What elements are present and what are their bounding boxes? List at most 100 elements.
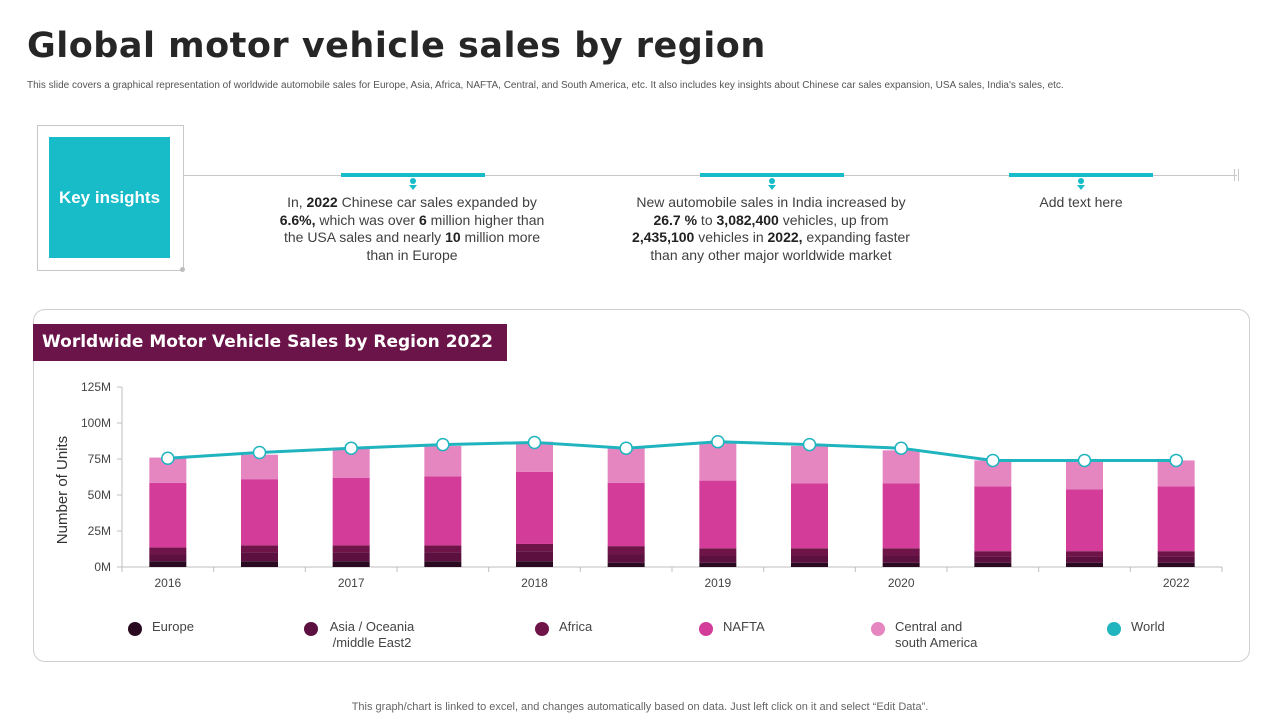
bar-segment-europe: [791, 562, 828, 567]
legend-label: Central and: [895, 619, 962, 634]
y-tick-label: 25M: [88, 524, 111, 538]
bar-segment-nafta: [607, 482, 645, 547]
insight-marker-3: [1009, 173, 1153, 177]
bar-segment-nafta: [332, 477, 370, 546]
world-point: [252, 445, 267, 460]
insight-marker-1: [341, 173, 485, 177]
bar-segment-asia-oceania-middle-east-: [516, 551, 553, 562]
legend-label: Africa: [559, 619, 593, 634]
insight-marker-arrow: [409, 185, 417, 190]
y-tick-label: 100M: [81, 416, 111, 430]
legend-marker: [304, 622, 318, 636]
world-point: [802, 437, 817, 452]
legend-label: south America: [895, 635, 978, 650]
bar-segment-africa: [516, 543, 553, 552]
bar-segment-africa: [607, 546, 645, 555]
x-tick-label: 2018: [521, 576, 548, 590]
bar-segment-asia-oceania-middle-east-: [791, 555, 828, 563]
insight-marker-dot: [769, 178, 775, 184]
bar-segment-africa: [882, 548, 920, 556]
bar-segment-nafta: [974, 486, 1012, 552]
bar-segment-asia-oceania-middle-east-: [424, 552, 462, 562]
x-tick-label: 2016: [154, 576, 181, 590]
y-tick-label: 50M: [88, 488, 111, 502]
timeline-end-tick: [1234, 169, 1235, 181]
insight-marker-arrow: [1077, 185, 1085, 190]
legend-label: /middle East2: [333, 635, 412, 650]
bar-segment-europe: [424, 561, 462, 567]
bar-segment-europe: [882, 562, 920, 567]
world-point: [1077, 453, 1092, 468]
bar-segment-asia-oceania-middle-east-: [607, 554, 645, 563]
bar-segment-asia-oceania-middle-east-: [1066, 556, 1103, 563]
bar-segment-europe: [332, 561, 370, 567]
world-point: [894, 441, 908, 455]
x-tick-label: 2022: [1163, 576, 1190, 590]
bar-segment-asia-oceania-middle-east-: [332, 552, 370, 562]
world-series-line: [167, 440, 1177, 462]
insight-marker-2: [700, 173, 844, 177]
y-tick-label: 75M: [88, 452, 111, 466]
insight-text-china: In, 2022 Chinese car sales expanded by 6…: [279, 194, 545, 264]
page-title: Global motor vehicle sales by region: [27, 26, 766, 66]
world-point: [1169, 453, 1183, 468]
bar-segment-asia-oceania-middle-east-: [974, 556, 1012, 563]
bar-segment-asia-oceania-middle-east-: [1157, 556, 1195, 563]
world-point: [619, 441, 633, 455]
legend-marker: [1107, 622, 1121, 636]
bar-segment-nafta: [791, 483, 828, 549]
legend-label: NAFTA: [723, 619, 765, 634]
world-point: [161, 451, 175, 466]
bar-segment-nafta: [1157, 486, 1195, 552]
legend-marker: [128, 622, 142, 636]
legend-marker: [535, 622, 549, 636]
x-tick-label: 2019: [704, 576, 731, 590]
key-insights-frame: [37, 125, 184, 271]
bar-segment-nafta: [149, 482, 187, 548]
bar-segment-central-and-south-america: [791, 446, 828, 484]
bar-segment-nafta: [424, 476, 462, 546]
bar-segment-europe: [699, 562, 737, 567]
key-insights-frame-dot: [180, 267, 185, 272]
insight-marker-dot: [410, 178, 416, 184]
bar-segment-central-and-south-america: [882, 450, 920, 484]
bar-segment-africa: [699, 548, 737, 556]
bar-segment-nafta: [241, 479, 278, 546]
bar-segment-africa: [241, 545, 278, 553]
bar-segment-africa: [974, 551, 1012, 557]
y-tick-label: 0M: [94, 560, 111, 574]
bar-segment-europe: [1066, 562, 1103, 567]
chart-panel[interactable]: [33, 309, 1250, 662]
world-point: [711, 434, 725, 449]
bar-segment-europe: [516, 561, 553, 567]
bar-segment-europe: [974, 562, 1012, 567]
chart-title: Worldwide Motor Vehicle Sales by Region …: [33, 324, 507, 361]
bar-segment-europe: [1157, 562, 1195, 567]
insight-text-placeholder[interactable]: Add text here: [1039, 194, 1123, 210]
insight-marker-dot: [1078, 178, 1084, 184]
legend-label: Asia / Oceania: [330, 619, 415, 634]
legend-label: World: [1131, 619, 1165, 634]
bar-segment-asia-oceania-middle-east-: [149, 554, 187, 562]
bar-segment-asia-oceania-middle-east-: [699, 555, 737, 563]
key-insights-label: Key insights: [49, 137, 170, 258]
page-subtitle: This slide covers a graphical representa…: [27, 80, 1064, 91]
world-point: [527, 435, 542, 450]
footer-note: This graph/chart is linked to excel, and…: [351, 701, 929, 713]
world-point: [986, 453, 1000, 468]
bar-segment-africa: [1066, 551, 1103, 557]
bar-segment-africa: [149, 547, 187, 555]
y-axis-label: Number of Units: [54, 436, 71, 544]
legend-label: Europe: [152, 619, 194, 634]
world-point: [436, 437, 450, 452]
bar-segment-europe: [241, 561, 278, 567]
bar-segment-asia-oceania-middle-east-: [241, 552, 278, 562]
bar-segment-nafta: [699, 480, 737, 549]
insight-marker-arrow: [768, 185, 776, 190]
legend-marker: [699, 622, 713, 636]
legend-marker: [871, 622, 885, 636]
x-tick-label: 2020: [888, 576, 915, 590]
bar-segment-europe: [607, 562, 645, 567]
bar-segment-africa: [424, 545, 462, 553]
